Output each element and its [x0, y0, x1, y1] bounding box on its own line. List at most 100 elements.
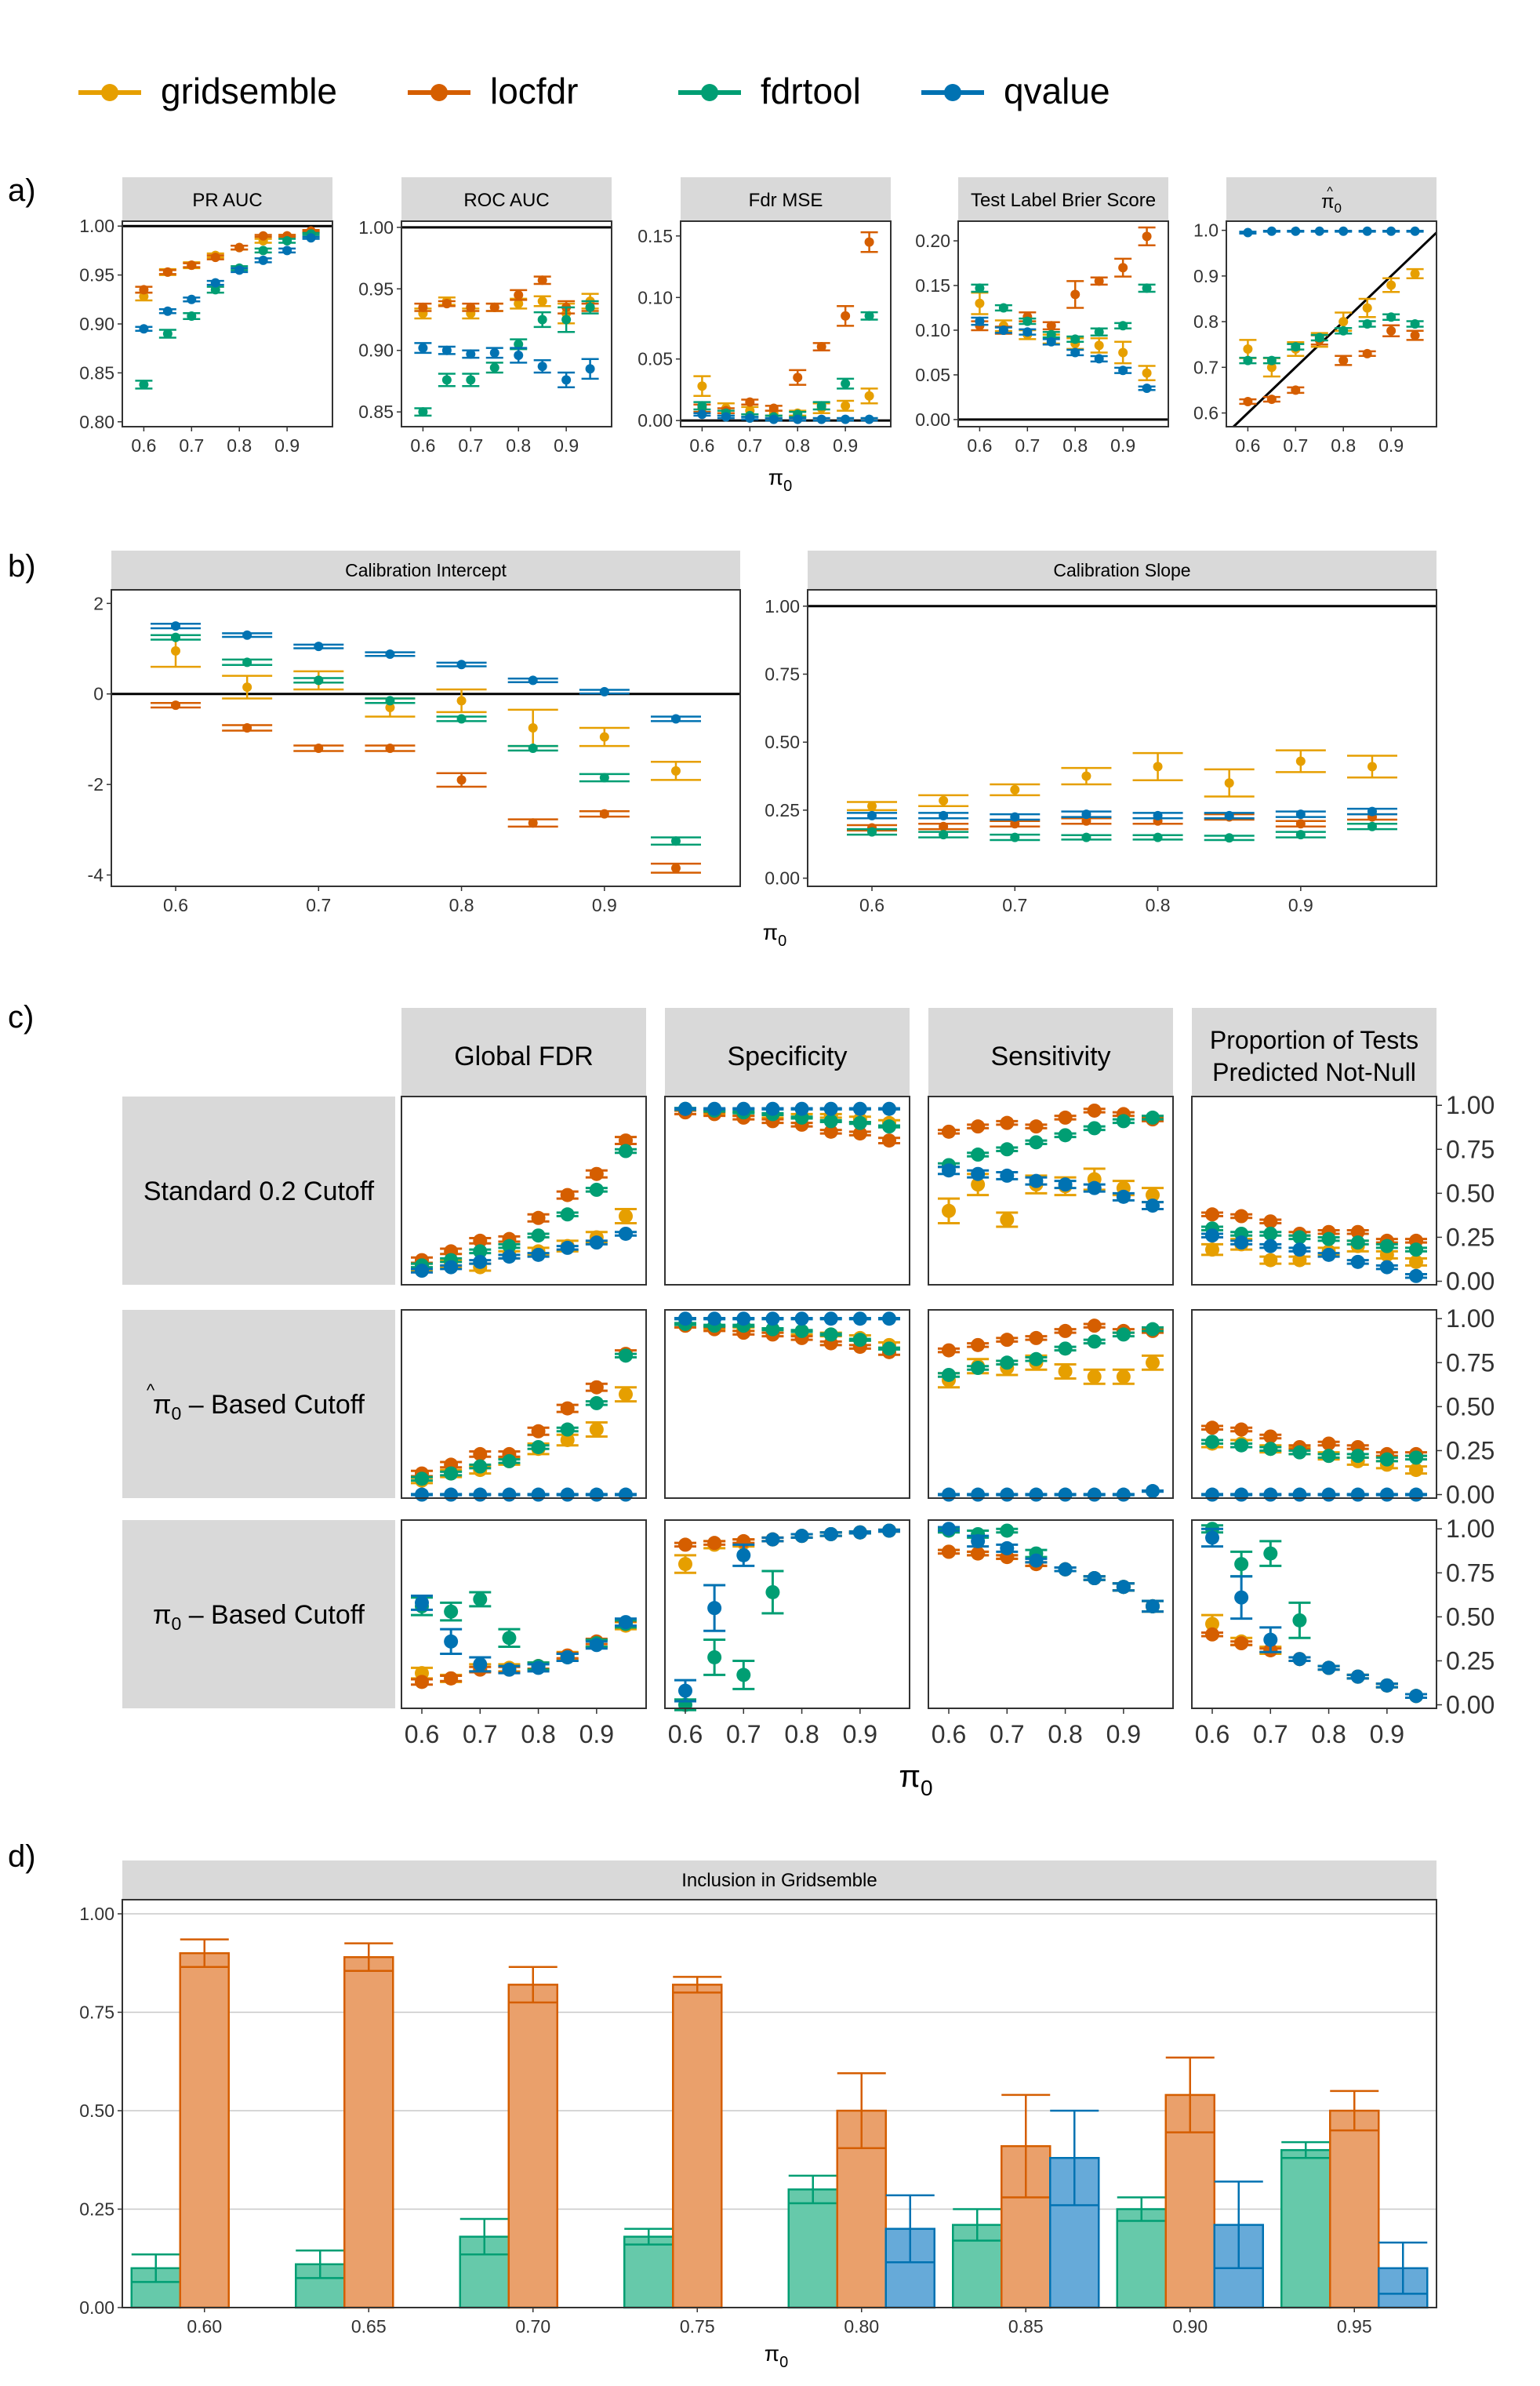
y-tick-label: 0.25	[1446, 1223, 1495, 1251]
x-axis-title-d-sub: 0	[779, 2354, 788, 2371]
point-qvalue	[1350, 1254, 1365, 1269]
x-tick-label: 0.6	[859, 895, 884, 915]
column-strip-4: Proportion of Tests Predicted Not-Null	[1192, 1008, 1436, 1097]
point-fdrtool	[1224, 833, 1234, 843]
point-locfdr	[942, 1544, 956, 1559]
y-tick-label: 1.00	[79, 1904, 114, 1924]
point-locfdr	[1087, 1318, 1102, 1333]
point-locfdr	[385, 743, 395, 753]
strip-title: ROC AUC	[463, 190, 549, 211]
point-qvalue	[678, 1101, 692, 1116]
point-qvalue	[560, 1240, 575, 1255]
x-tick-label: 0.6	[967, 435, 992, 456]
point-fdrtool	[1295, 830, 1306, 840]
y-tick-label: 0.20	[915, 231, 950, 251]
x-tick-label: 0.7	[1015, 435, 1040, 456]
point-qvalue	[444, 1634, 459, 1649]
identity-line	[1233, 231, 1438, 428]
point-fdrtool	[864, 311, 874, 321]
x-tick-label: 0.65	[351, 2316, 387, 2337]
bar-fdrtool	[787, 2188, 838, 2309]
point-qvalue	[258, 255, 268, 265]
row-strip-bg	[122, 1520, 395, 1708]
x-tick-label: 0.9	[1378, 435, 1404, 456]
point-fdrtool	[441, 375, 452, 385]
point-qvalue	[1379, 1260, 1394, 1275]
x-tick-label: 0.7	[737, 435, 762, 456]
bar-group-fdrtool	[295, 2249, 346, 2309]
plot-border	[957, 220, 1169, 427]
point-qvalue	[441, 345, 452, 355]
strip-title-sub: 0	[1335, 201, 1342, 216]
plot-border	[928, 1096, 1174, 1286]
point-qvalue	[1263, 1632, 1278, 1647]
x-tick-label: 0.6	[410, 435, 435, 456]
point-fdrtool	[882, 1119, 896, 1134]
point-qvalue	[210, 278, 220, 288]
series-fdrtool	[1201, 1435, 1427, 1467]
point-locfdr	[531, 1424, 546, 1439]
point-locfdr	[1000, 1115, 1015, 1130]
point-qvalue	[1224, 810, 1234, 820]
cell-1-2	[664, 1096, 910, 1286]
point-gridsemble	[385, 703, 395, 713]
point-qvalue	[1379, 1487, 1394, 1502]
point-fdrtool	[1146, 1110, 1160, 1125]
point-qvalue	[473, 1657, 488, 1671]
point-fdrtool	[1146, 1322, 1160, 1337]
y-tick-label: 0.6	[1193, 403, 1219, 424]
point-fdrtool	[589, 1395, 604, 1410]
bar-group-locfdr	[507, 1966, 558, 2309]
point-qvalue	[415, 1595, 429, 1610]
x-tick-label: 0.9	[1288, 895, 1313, 915]
point-fdrtool	[1379, 1452, 1394, 1467]
series-fdrtool	[971, 283, 1156, 344]
point-qvalue	[473, 1254, 488, 1269]
point-locfdr	[678, 1537, 692, 1552]
point-gridsemble	[670, 766, 681, 776]
cell-3-3: 0.6 0.7 0.8 0.9	[928, 1519, 1174, 1748]
point-qvalue	[1205, 1487, 1219, 1502]
y-tick-label: 0.90	[358, 340, 394, 361]
x-tick-label: 0.6	[405, 1720, 439, 1748]
point-locfdr	[1350, 1224, 1365, 1239]
point-fdrtool	[765, 1584, 780, 1599]
point-locfdr	[466, 302, 476, 312]
point-qvalue	[939, 810, 949, 820]
column-strip-title: Sensitivity	[990, 1042, 1110, 1071]
point-fdrtool	[619, 1348, 633, 1363]
point-fdrtool	[882, 1341, 896, 1356]
point-qvalue	[561, 375, 572, 385]
x-axis-title-c-main: π	[899, 1759, 921, 1794]
point-qvalue	[1234, 1235, 1249, 1250]
point-fdrtool	[385, 696, 395, 706]
point-locfdr	[1410, 330, 1420, 340]
point-qvalue	[1087, 1571, 1102, 1586]
point-locfdr	[1263, 1429, 1278, 1444]
x-axis-title-d-main: π	[765, 2341, 779, 2366]
column-strip-title-line2: Predicted Not-Null	[1212, 1058, 1416, 1086]
point-locfdr	[852, 1126, 867, 1141]
point-qvalue	[1234, 1487, 1249, 1502]
series-qvalue	[674, 1311, 900, 1326]
x-tick-label: 0.7	[1002, 895, 1027, 915]
point-qvalue	[1350, 1669, 1365, 1684]
point-qvalue	[794, 1101, 809, 1116]
y-tick-label: 0.75	[1446, 1348, 1495, 1377]
point-qvalue	[1000, 1540, 1015, 1555]
series-gridsemble	[1201, 1613, 1427, 1704]
point-locfdr	[531, 1210, 546, 1225]
point-qvalue	[816, 414, 826, 424]
point-gridsemble	[841, 401, 851, 411]
point-qvalue	[1350, 1487, 1365, 1502]
point-gridsemble	[1243, 344, 1253, 355]
bar-group-locfdr	[1001, 2093, 1051, 2309]
subplot-2: ROC AUC 0.85 0.90 0.95 1.00 0.6 0.7 0.8 0.9	[358, 177, 612, 456]
point-qvalue	[1321, 1660, 1336, 1675]
series-qvalue	[411, 1594, 637, 1677]
cell-3-1: 0.6 0.7 0.8 0.9	[401, 1519, 647, 1748]
subplot-5: π0^ 0.6 0.7 0.8 0.9 1.0 0.6 0.7 0.8 0.9	[1193, 177, 1438, 456]
y-tick-label: 0.50	[1446, 1179, 1495, 1207]
point-qvalue	[867, 810, 877, 820]
point-locfdr	[1058, 1323, 1073, 1338]
